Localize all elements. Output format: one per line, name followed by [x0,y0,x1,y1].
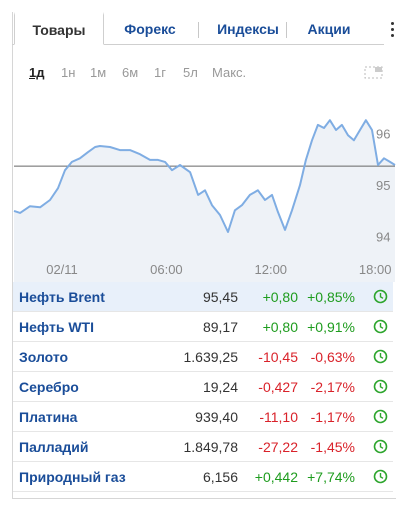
widget-frame [12,12,396,499]
price: 95,45 [202,289,238,305]
price: 89,17 [202,319,238,335]
tab[interactable]: Форекс [124,21,176,37]
fullscreen-icon[interactable] [364,64,384,80]
instrument-name[interactable]: Нефть WTI [19,319,94,335]
clock-icon [373,319,388,334]
instrument-name[interactable]: Золото [19,349,69,365]
change-percent: +0,85% [307,289,355,305]
tab-separator [198,22,199,38]
instrument-name[interactable]: Серебро [19,379,79,395]
clock-icon [373,469,388,484]
price: 19,24 [202,379,238,395]
change: -27,22 [258,439,298,455]
change: -0,427 [258,379,298,395]
change: +0,442 [254,469,298,485]
change: +0,80 [262,319,298,335]
change-percent: -1,45% [310,439,355,455]
quote-row[interactable]: Золото 1.639,25 -10,45 -0,63% [13,342,393,372]
y-tick-label: 94 [376,230,390,245]
change-percent: +0,91% [307,319,355,335]
y-tick-label: 95 [376,178,390,193]
change-percent: -0,63% [310,349,355,365]
quote-row[interactable]: Палладий 1.849,78 -27,22 -1,45% [13,432,393,462]
price-line [13,119,396,233]
range-button[interactable]: 6м [122,65,139,80]
tab-bar: Товары Форекс Индексы Акции [12,12,384,45]
x-tick-label: 18:00 [359,262,392,277]
clock-icon [373,289,388,304]
range-button[interactable]: 1г [154,65,166,80]
change-percent: -1,17% [310,409,355,425]
area-fill [14,120,395,250]
price: 1.849,78 [183,439,239,455]
range-button[interactable]: 1м [90,65,107,80]
x-tick-label: 12:00 [255,262,288,277]
change: +0,80 [262,289,298,305]
range-button[interactable]: Макс. [212,65,247,80]
instrument-name[interactable]: Платина [19,409,78,425]
change: -10,45 [258,349,298,365]
change-percent: -2,17% [310,379,355,395]
clock-icon [373,409,388,424]
tab-separator [286,22,287,38]
tab[interactable]: Акции [307,21,351,37]
quote-row[interactable]: Природный газ 6,156 +0,442 +7,74% [13,462,393,492]
change-percent: +7,74% [307,469,355,485]
tab[interactable]: Индексы [217,21,279,37]
change: -11,10 [259,409,298,425]
price-chart: 94 95 96 02/11 06:00 12:00 18:00 [13,119,396,282]
x-tick-label: 02/11 [46,262,78,277]
instrument-name[interactable]: Природный газ [19,469,126,485]
range-button[interactable]: 1н [61,65,76,80]
range-button[interactable]: 1д [29,65,45,80]
quote-row[interactable]: Нефть WTI 89,17 +0,80 +0,91% [13,312,393,342]
chart-bottom [14,250,395,282]
price: 6,156 [202,469,238,485]
clock-icon [373,439,388,454]
range-button[interactable]: 5л [183,65,198,80]
price: 1.639,25 [183,349,239,365]
clock-icon [373,379,388,394]
quote-row[interactable]: Серебро 19,24 -0,427 -2,17% [13,372,393,402]
menu-button[interactable] [391,22,395,40]
tab[interactable]: Товары [14,12,104,45]
price: 939,40 [195,409,238,425]
x-tick-label: 06:00 [150,262,183,277]
instrument-name[interactable]: Нефть Brent [19,289,105,305]
y-tick-label: 96 [376,127,390,142]
clock-icon [373,349,388,364]
instrument-name[interactable]: Палладий [19,439,89,455]
quote-row[interactable]: Нефть Brent 95,45 +0,80 +0,85% [13,282,393,312]
quote-row[interactable]: Платина 939,40 -11,10 -1,17% [13,402,393,432]
